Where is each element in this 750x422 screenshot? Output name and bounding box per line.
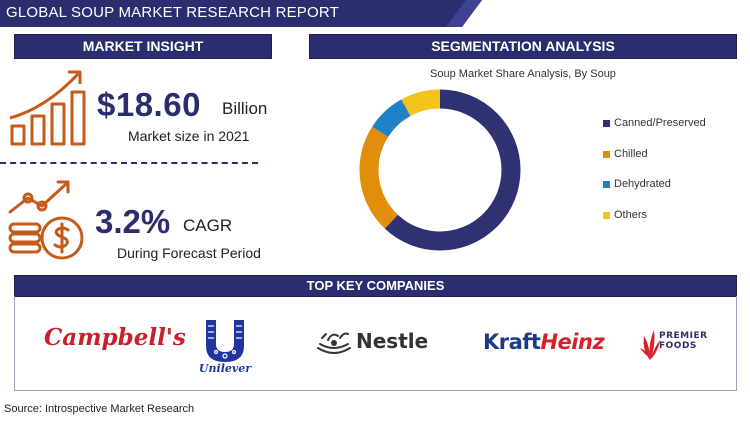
coin-growth-icon [8, 180, 84, 260]
legend-label: Others [614, 208, 648, 221]
heinz-wordmark: Heinz [540, 330, 605, 354]
market-insight-heading: MARKET INSIGHT [14, 34, 272, 59]
chart-title: Soup Market Share Analysis, By Soup [430, 68, 616, 80]
report-title-banner: GLOBAL SOUP MARKET RESEARCH REPORT [0, 0, 482, 27]
nestle-nest-icon [317, 332, 351, 354]
chart-legend: Canned/Preserved Chilled Dehydrated Others [603, 116, 743, 238]
donut-chart [359, 89, 521, 251]
premier-leaf-icon [640, 330, 660, 360]
legend-label: Chilled [614, 147, 648, 160]
dashed-divider [0, 162, 258, 164]
unilever-u-icon [206, 320, 244, 362]
companies-panel [14, 296, 737, 391]
campbells-logo: Campbell's [44, 324, 186, 351]
kraft-heinz-logo: KraftHeinz [483, 330, 605, 354]
cagr-value: 3.2% [95, 203, 171, 240]
legend-label: Canned/Preserved [614, 117, 706, 129]
legend-swatch [603, 150, 610, 158]
legend-item: Others [603, 208, 743, 239]
source-note: Source: Introspective Market Research [4, 403, 195, 415]
title-banner-shape [0, 0, 482, 27]
legend-item: Canned/Preserved [603, 116, 743, 147]
market-size-value: $18.60 [97, 86, 201, 123]
unilever-wordmark: Unilever [198, 362, 252, 375]
growth-chart-icon [9, 70, 86, 146]
nestle-logo: Nestle [314, 328, 428, 363]
report-title: GLOBAL SOUP MARKET RESEARCH REPORT [6, 4, 339, 21]
donut-slice-chilled [359, 89, 521, 251]
foods-line: FOODS [659, 341, 697, 351]
legend-swatch [603, 211, 610, 219]
premier-foods-wordmark: PREMIER FOODS [659, 331, 708, 351]
legend-item: Dehydrated [603, 177, 743, 208]
top-companies-heading: TOP KEY COMPANIES [14, 275, 737, 297]
market-size-unit: Billion [222, 99, 268, 118]
legend-swatch [603, 181, 610, 188]
premier-foods-logo: PREMIER FOODS [640, 320, 720, 364]
unilever-logo: Unilever [196, 318, 254, 376]
donut-slice-others [359, 89, 521, 251]
legend-item: Chilled [603, 147, 743, 178]
cagr-caption: During Forecast Period [117, 245, 261, 261]
legend-label: Dehydrated [614, 178, 671, 190]
cagr-unit: CAGR [183, 216, 233, 235]
legend-swatch [603, 120, 610, 127]
nestle-wordmark: Nestle [356, 329, 429, 353]
premier-line: PREMIER [659, 331, 708, 341]
kraft-wordmark: Kraft [483, 330, 541, 354]
segmentation-heading: SEGMENTATION ANALYSIS [309, 34, 737, 59]
market-size-caption: Market size in 2021 [128, 128, 250, 144]
